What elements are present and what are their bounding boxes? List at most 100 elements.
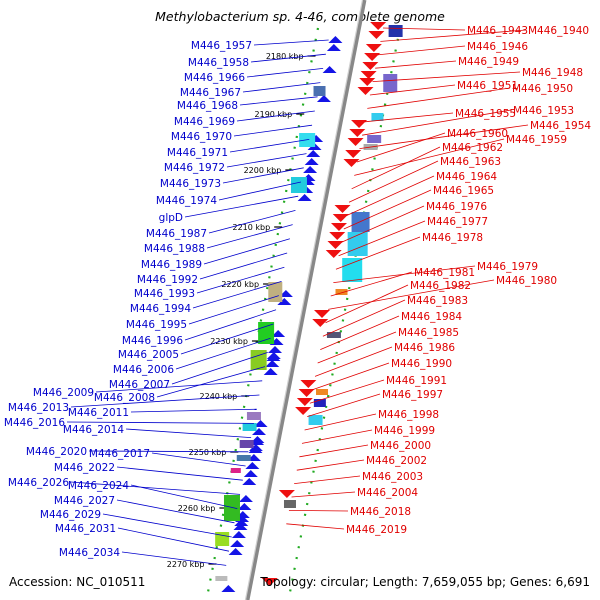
forward-gene-arrow: [277, 298, 292, 305]
right-gene-label[interactable]: M446_1950: [512, 83, 573, 95]
right-gene-label[interactable]: M446_1983: [407, 295, 468, 307]
left-gene-label[interactable]: M446_1970: [171, 131, 232, 143]
right-gene-label[interactable]: M446_1985: [398, 327, 459, 339]
right-gene-label[interactable]: M446_1954: [530, 120, 591, 132]
right-gene-label[interactable]: M446_1946: [467, 41, 528, 53]
left-gene-label[interactable]: M446_2006: [113, 364, 174, 376]
left-gene-label[interactable]: M446_1968: [177, 100, 238, 112]
left-gene-label[interactable]: M446_1972: [164, 162, 225, 174]
right-gene-label[interactable]: M446_2000: [370, 440, 431, 452]
right-gene-label[interactable]: M446_1976: [426, 201, 487, 213]
left-gene-label[interactable]: M446_1966: [184, 72, 245, 84]
right-gene-label[interactable]: M446_1943: [467, 25, 528, 37]
right-gene-label[interactable]: M446_1981: [414, 267, 475, 279]
right-gene-label[interactable]: M446_2003: [362, 471, 423, 483]
left-gene-label[interactable]: M446_1995: [126, 319, 187, 331]
left-gene-label[interactable]: M446_2011: [68, 407, 129, 419]
left-gene-label[interactable]: M446_1973: [160, 178, 221, 190]
left-leader-line: [95, 380, 263, 393]
left-gene-label[interactable]: M446_1958: [188, 57, 249, 69]
left-gene-label[interactable]: M446_1992: [137, 274, 198, 286]
right-leader-line: [322, 299, 406, 337]
right-gene-label[interactable]: M446_1963: [440, 156, 501, 168]
reverse-gene-arrow: [365, 44, 382, 52]
left-gene-label[interactable]: M446_2008: [94, 392, 155, 404]
right-gene-label[interactable]: M446_1953: [513, 105, 574, 117]
right-leader-line: [307, 393, 381, 417]
right-gene-label[interactable]: M446_1960: [447, 128, 508, 140]
right-gene-label[interactable]: M446_1964: [436, 171, 497, 183]
left-gene-label[interactable]: M446_2017: [89, 448, 150, 460]
right-leader-line: [375, 60, 457, 69]
right-gene-label[interactable]: M446_2002: [366, 455, 427, 467]
left-leader-line: [171, 352, 268, 385]
right-gene-label[interactable]: M446_1979: [477, 261, 538, 273]
right-gene-label[interactable]: M446_1951: [457, 80, 518, 92]
left-gene-label[interactable]: M446_1993: [134, 288, 195, 300]
right-gene-label[interactable]: M446_1949: [458, 56, 519, 68]
left-gene-label[interactable]: M446_1987: [146, 228, 207, 240]
left-gene-label[interactable]: M446_2016: [4, 417, 65, 429]
left-gene-label[interactable]: M446_1969: [174, 116, 235, 128]
forward-gene-arrow: [231, 531, 246, 538]
right-gene-label[interactable]: M446_2019: [346, 524, 407, 536]
left-gene-label[interactable]: M446_2020: [26, 446, 87, 458]
right-gene-label[interactable]: M446_2018: [350, 506, 411, 518]
left-gene-label[interactable]: M446_2013: [8, 402, 69, 414]
ruler-tick-label: 2220 kbp: [221, 280, 259, 289]
right-gene-label[interactable]: M446_1962: [442, 142, 503, 154]
reverse-gene-arrow: [330, 223, 347, 231]
right-gene-label[interactable]: M446_1999: [374, 425, 435, 437]
right-leader-line: [380, 29, 527, 42]
right-gene-label[interactable]: M446_1980: [496, 275, 557, 287]
right-gene-label[interactable]: M446_1965: [433, 185, 494, 197]
right-gene-label[interactable]: M446_1940: [528, 25, 589, 37]
right-gene-label[interactable]: M446_1948: [522, 67, 583, 79]
left-gene-label[interactable]: M446_2024: [68, 480, 129, 492]
right-leader-line: [314, 346, 393, 377]
forward-gene-arrow: [326, 44, 341, 51]
forward-gene-arrow: [297, 194, 312, 201]
left-gene-label[interactable]: glpD: [159, 212, 183, 224]
left-gene-label[interactable]: M446_1971: [167, 147, 228, 159]
left-gene-label[interactable]: M446_2014: [63, 424, 124, 436]
left-gene-label[interactable]: M446_2026: [8, 477, 69, 489]
forward-gene-arrow: [303, 166, 318, 173]
right-gene-label[interactable]: M446_1997: [382, 389, 443, 401]
left-gene-label[interactable]: M446_1967: [180, 87, 241, 99]
forward-gene-arrow: [266, 352, 281, 359]
left-gene-label[interactable]: M446_2027: [54, 495, 115, 507]
right-gene-label[interactable]: M446_1984: [401, 311, 462, 323]
right-gene-label[interactable]: M446_1998: [378, 409, 439, 421]
left-gene-label[interactable]: M446_1994: [130, 303, 191, 315]
left-gene-label[interactable]: M446_1957: [191, 40, 252, 52]
right-gene-label[interactable]: M446_2004: [357, 487, 418, 499]
right-gene-label[interactable]: M446_1982: [410, 280, 471, 292]
gene-box-magenta: [230, 468, 241, 473]
right-gene-label[interactable]: M446_1977: [427, 216, 488, 228]
left-gene-label[interactable]: M446_1989: [141, 259, 202, 271]
right-leader-line: [348, 160, 439, 203]
left-gene-label[interactable]: M446_1996: [122, 335, 183, 347]
right-gene-label[interactable]: M446_1978: [422, 232, 483, 244]
left-gene-label[interactable]: M446_1974: [156, 195, 217, 207]
left-gene-label[interactable]: M446_1988: [144, 243, 205, 255]
right-gene-label[interactable]: M446_1990: [391, 358, 452, 370]
reverse-gene-arrow: [296, 398, 313, 406]
right-gene-label[interactable]: M446_1991: [386, 375, 447, 387]
left-gene-label[interactable]: M446_2022: [54, 462, 115, 474]
left-gene-label[interactable]: M446_2031: [55, 523, 116, 535]
right-leader-line: [372, 71, 521, 82]
right-gene-label[interactable]: M446_1959: [506, 134, 567, 146]
reverse-gene-arrow: [298, 389, 315, 397]
forward-gene-arrow: [230, 540, 245, 547]
forward-gene-arrow: [252, 428, 266, 435]
left-gene-label[interactable]: M446_2005: [118, 349, 179, 361]
left-gene-label[interactable]: M446_2034: [59, 547, 120, 559]
left-leader-line: [250, 53, 326, 63]
left-leader-line: [206, 224, 293, 249]
right-gene-label[interactable]: M446_1986: [394, 342, 455, 354]
forward-gene-arrow: [253, 420, 268, 427]
left-gene-label[interactable]: M446_2009: [33, 387, 94, 399]
left-gene-label[interactable]: M446_2029: [40, 509, 101, 521]
